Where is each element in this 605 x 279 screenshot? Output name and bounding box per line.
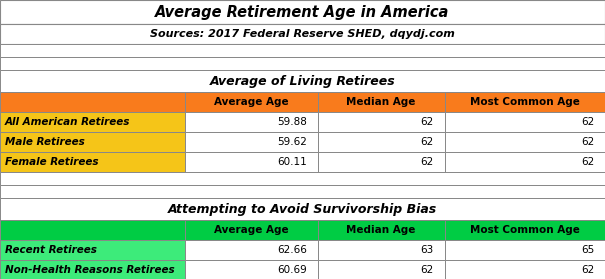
Text: 59.88: 59.88: [277, 117, 307, 127]
FancyBboxPatch shape: [0, 70, 605, 92]
FancyBboxPatch shape: [185, 112, 318, 132]
FancyBboxPatch shape: [0, 172, 605, 185]
Text: Female Retirees: Female Retirees: [5, 157, 99, 167]
FancyBboxPatch shape: [0, 132, 185, 152]
Text: Average of Living Retirees: Average of Living Retirees: [209, 74, 396, 88]
FancyBboxPatch shape: [318, 152, 445, 172]
FancyBboxPatch shape: [0, 24, 605, 44]
Text: All American Retirees: All American Retirees: [5, 117, 130, 127]
FancyBboxPatch shape: [445, 260, 605, 279]
FancyBboxPatch shape: [445, 240, 605, 260]
Text: 60.69: 60.69: [277, 265, 307, 275]
FancyBboxPatch shape: [318, 132, 445, 152]
FancyBboxPatch shape: [0, 240, 185, 260]
FancyBboxPatch shape: [185, 92, 318, 112]
Text: 62: 62: [581, 157, 594, 167]
FancyBboxPatch shape: [318, 220, 445, 240]
FancyBboxPatch shape: [445, 152, 605, 172]
FancyBboxPatch shape: [318, 112, 445, 132]
FancyBboxPatch shape: [318, 260, 445, 279]
Text: Attempting to Avoid Survivorship Bias: Attempting to Avoid Survivorship Bias: [168, 203, 437, 215]
FancyBboxPatch shape: [185, 152, 318, 172]
Text: 65: 65: [581, 245, 594, 255]
FancyBboxPatch shape: [318, 240, 445, 260]
FancyBboxPatch shape: [445, 220, 605, 240]
FancyBboxPatch shape: [0, 44, 605, 57]
FancyBboxPatch shape: [0, 152, 185, 172]
Text: Average Retirement Age in America: Average Retirement Age in America: [155, 4, 450, 20]
FancyBboxPatch shape: [0, 260, 185, 279]
Text: 62: 62: [581, 137, 594, 147]
Text: 62: 62: [420, 117, 434, 127]
FancyBboxPatch shape: [185, 260, 318, 279]
Text: Average Age: Average Age: [214, 97, 289, 107]
Text: Sources: 2017 Federal Reserve SHED, dqydj.com: Sources: 2017 Federal Reserve SHED, dqyd…: [150, 29, 455, 39]
Text: 63: 63: [420, 245, 434, 255]
FancyBboxPatch shape: [185, 132, 318, 152]
FancyBboxPatch shape: [185, 240, 318, 260]
Text: Median Age: Median Age: [347, 97, 416, 107]
FancyBboxPatch shape: [0, 198, 605, 220]
FancyBboxPatch shape: [445, 112, 605, 132]
Text: Male Retirees: Male Retirees: [5, 137, 85, 147]
FancyBboxPatch shape: [0, 185, 605, 198]
FancyBboxPatch shape: [0, 57, 605, 70]
FancyBboxPatch shape: [318, 92, 445, 112]
Text: 59.62: 59.62: [277, 137, 307, 147]
Text: 62: 62: [420, 265, 434, 275]
FancyBboxPatch shape: [185, 220, 318, 240]
FancyBboxPatch shape: [445, 92, 605, 112]
Text: 62: 62: [420, 157, 434, 167]
Text: 62: 62: [581, 117, 594, 127]
Text: Average Age: Average Age: [214, 225, 289, 235]
FancyBboxPatch shape: [0, 220, 185, 240]
Text: 60.11: 60.11: [277, 157, 307, 167]
Text: Most Common Age: Most Common Age: [470, 97, 580, 107]
FancyBboxPatch shape: [0, 92, 185, 112]
Text: Non-Health Reasons Retirees: Non-Health Reasons Retirees: [5, 265, 174, 275]
FancyBboxPatch shape: [0, 112, 185, 132]
Text: 62.66: 62.66: [277, 245, 307, 255]
Text: Recent Retirees: Recent Retirees: [5, 245, 97, 255]
Text: Most Common Age: Most Common Age: [470, 225, 580, 235]
Text: 62: 62: [581, 265, 594, 275]
FancyBboxPatch shape: [445, 132, 605, 152]
Text: 62: 62: [420, 137, 434, 147]
Text: Median Age: Median Age: [347, 225, 416, 235]
FancyBboxPatch shape: [0, 0, 605, 24]
